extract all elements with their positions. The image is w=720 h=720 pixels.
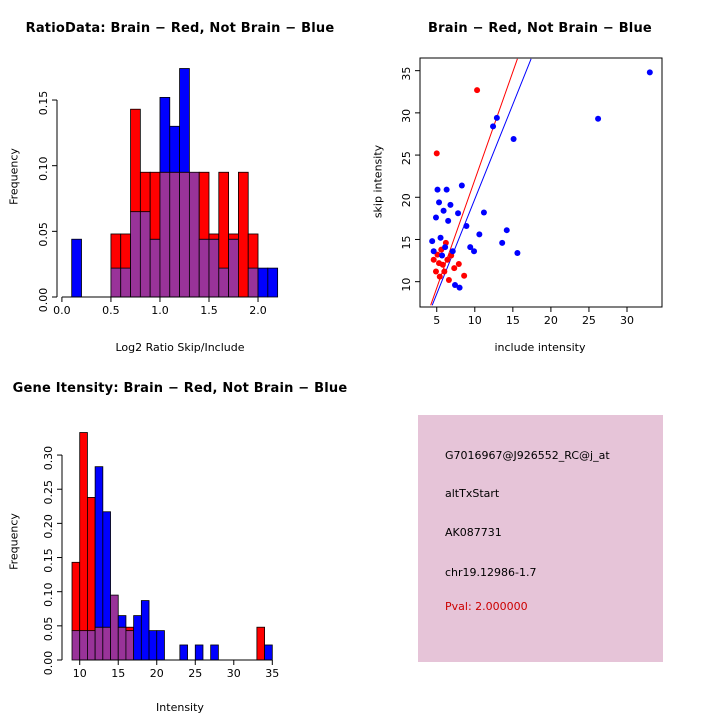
svg-text:0.10: 0.10	[37, 156, 50, 181]
svg-text:20: 20	[544, 314, 558, 327]
intensity-scatter-plot: 5 10 15 20 25 30 10 15 20 25 30 35	[400, 57, 663, 327]
ratio-histogram-plot: 0.0 0.5 1.0 1.5 2.0 0.00 0.05 0.10 0.15	[37, 68, 279, 317]
svg-text:0.30: 0.30	[42, 446, 55, 471]
scatter-ylabel: skip intensity	[371, 144, 385, 219]
svg-text:0.05: 0.05	[37, 222, 50, 247]
svg-text:30: 30	[620, 314, 634, 327]
svg-text:15: 15	[400, 235, 413, 249]
svg-text:5: 5	[433, 314, 440, 327]
gene-histogram-title: Gene Itensity: Brain − Red, Not Brain − …	[12, 381, 348, 396]
gene-histogram-xlabel: Intensity	[156, 701, 204, 714]
svg-text:10: 10	[73, 667, 87, 680]
panel-intensity-scatter: Brain − Red, Not Brain − Blue 5 10 15 20 25 3…	[360, 0, 720, 360]
svg-text:1.5: 1.5	[200, 304, 218, 317]
ratio-histogram-ylabel: Frequency	[7, 148, 21, 205]
svg-text:10: 10	[468, 314, 482, 327]
svg-text:2.0: 2.0	[249, 304, 267, 317]
gene-info-box: G7016967@J926552_RC@j_at altTxStart AK08…	[418, 415, 663, 662]
svg-text:0.0: 0.0	[53, 304, 71, 317]
svg-text:20: 20	[400, 193, 413, 207]
svg-text:30: 30	[400, 109, 413, 123]
svg-text:25: 25	[188, 667, 202, 680]
svg-text:30: 30	[227, 667, 241, 680]
svg-text:25: 25	[400, 151, 413, 165]
splice-event-type: altTxStart	[445, 487, 500, 500]
pval-text: Pval: 2.000000	[445, 600, 528, 613]
gene-histogram-ylabel: Frequency	[7, 513, 21, 570]
svg-text:10: 10	[400, 278, 413, 292]
svg-text:35: 35	[265, 667, 279, 680]
svg-text:25: 25	[582, 314, 596, 327]
svg-text:15: 15	[111, 667, 125, 680]
panel-ratio-histogram: RatioData: Brain − Red, Not Brain − Blue…	[0, 0, 360, 360]
panel-gene-intensity-histogram: Gene Itensity: Brain − Red, Not Brain − …	[0, 360, 360, 720]
probe-id: G7016967@J926552_RC@j_at	[445, 449, 610, 462]
gene-intensity-histogram-plot: 10 15 20 25 30 35 0.00 0.05 0.10 0.15 0.20 0.25 0.30	[42, 432, 279, 680]
svg-text:0.00: 0.00	[42, 651, 55, 676]
svg-text:0.5: 0.5	[102, 304, 120, 317]
svg-text:1.0: 1.0	[151, 304, 169, 317]
svg-text:0.10: 0.10	[42, 582, 55, 607]
scatter-title: Brain − Red, Not Brain − Blue	[428, 21, 652, 36]
svg-text:0.05: 0.05	[42, 617, 55, 642]
svg-text:0.20: 0.20	[42, 514, 55, 539]
svg-text:0.00: 0.00	[37, 288, 50, 313]
svg-text:0.15: 0.15	[37, 91, 50, 116]
ratio-histogram-xlabel: Log2 Ratio Skip/Include	[115, 341, 245, 354]
svg-text:15: 15	[506, 314, 520, 327]
svg-text:20: 20	[150, 667, 164, 680]
svg-text:35: 35	[400, 67, 413, 81]
svg-text:0.25: 0.25	[42, 480, 55, 505]
panel-gene-info: G7016967@J926552_RC@j_at altTxStart AK08…	[360, 360, 720, 720]
accession-id: AK087731	[445, 526, 502, 539]
ratio-histogram-title: RatioData: Brain − Red, Not Brain − Blue	[25, 21, 335, 36]
svg-text:0.15: 0.15	[42, 548, 55, 573]
scatter-xlabel: include intensity	[494, 341, 586, 354]
locus-id: chr19.12986-1.7	[445, 566, 537, 579]
